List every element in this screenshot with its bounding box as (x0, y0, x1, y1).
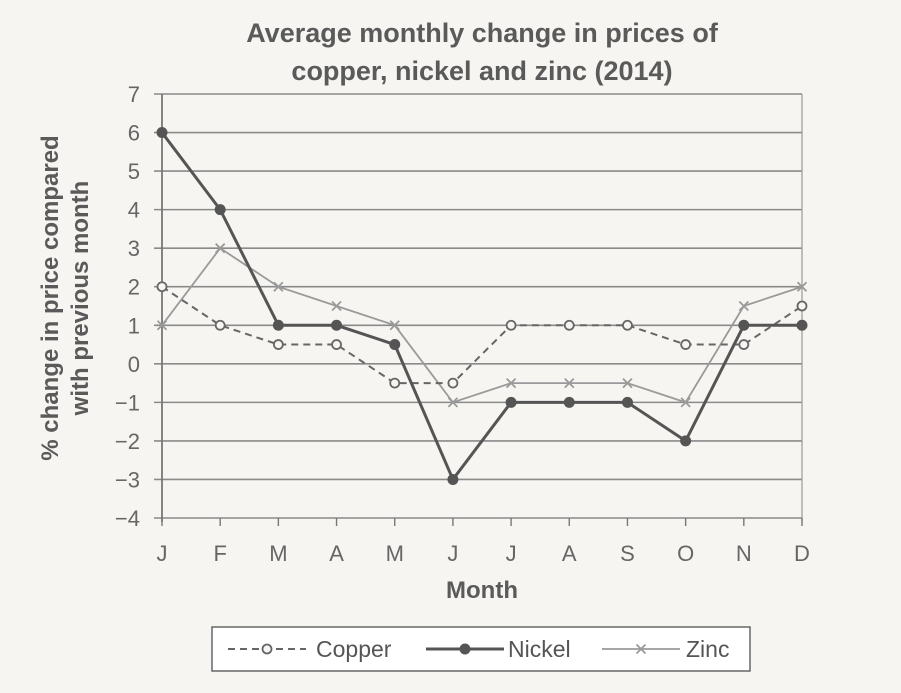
copper-point (738, 339, 750, 350)
nickel-point (796, 319, 808, 331)
y-tick-label: 0 (128, 352, 140, 377)
gridlines (154, 93, 802, 519)
series-nickel (156, 127, 808, 485)
y-tick-label: 4 (128, 198, 140, 223)
copper-point (156, 281, 168, 293)
y-axis-label-line-2: with previous month (67, 181, 94, 417)
copper-point (272, 339, 284, 350)
zinc-point (622, 377, 633, 389)
legend-nickel-marker (459, 643, 471, 655)
y-tick-label: 7 (128, 82, 140, 107)
zinc-point (796, 281, 808, 292)
copper-point (389, 377, 401, 389)
chart-title-line-2: copper, nickel and zinc (2014) (291, 56, 672, 86)
nickel-point (505, 396, 517, 408)
x-tick-label: A (329, 541, 344, 566)
legend: Copper Nickel Zinc (211, 626, 751, 672)
x-axis-label: Month (446, 577, 518, 604)
x-tick-label: A (562, 541, 577, 566)
y-tick-label: −3 (115, 467, 140, 492)
legend-nickel-label: Nickel (508, 636, 571, 662)
x-tick-label: N (736, 541, 752, 566)
zinc-point (331, 300, 342, 312)
zinc-point (156, 320, 168, 331)
legend-zinc-label: Zinc (686, 636, 729, 662)
legend-copper-marker (261, 643, 273, 655)
x-tick-label: M (386, 541, 404, 566)
copper-point (796, 300, 808, 312)
zinc-point (447, 397, 459, 408)
x-tick-label: J (506, 541, 517, 566)
series-lines (156, 127, 808, 485)
zinc-point (273, 281, 284, 292)
nickel-point (272, 319, 284, 331)
x-tick-label: J (447, 541, 458, 566)
zinc-point (564, 377, 575, 389)
copper-point (214, 319, 226, 331)
zinc-point (389, 320, 400, 331)
y-tick-label: −1 (115, 390, 140, 415)
y-axis-label-line-1: % change in price compared (37, 135, 64, 460)
copper-point (447, 377, 459, 389)
copper-point (680, 339, 692, 350)
copper-point (563, 319, 575, 331)
nickel-point (156, 127, 168, 139)
y-tick-label: 6 (128, 121, 140, 146)
copper-point (505, 319, 517, 331)
copper-line (161, 285, 803, 385)
y-tick-label: 2 (128, 275, 140, 300)
zinc-line (161, 246, 803, 404)
legend-zinc-marker (635, 643, 647, 655)
y-tick-label: −2 (115, 429, 140, 454)
series-zinc (156, 243, 808, 408)
nickel-line (160, 131, 802, 483)
nickel-point (680, 435, 692, 447)
y-tick-label: −4 (115, 506, 140, 531)
y-tick-labels: 7 6 5 4 3 2 1 0 −1 −2 −3 −4 (115, 82, 140, 531)
series-copper (156, 281, 808, 389)
zinc-point (215, 243, 226, 254)
zinc-point (738, 300, 749, 312)
nickel-point (214, 204, 226, 216)
y-tick-label: 1 (128, 313, 140, 338)
chart-title-line-1: Average monthly change in prices of (246, 18, 719, 48)
nickel-point (389, 339, 401, 351)
nickel-point (447, 473, 459, 485)
zinc-point (680, 397, 691, 408)
y-tick-label: 3 (128, 236, 140, 261)
nickel-point (621, 396, 633, 408)
copper-point (331, 339, 342, 350)
y-axis-label: % change in price compared with previous… (37, 135, 94, 460)
legend-copper-label: Copper (316, 636, 392, 662)
x-tick-label: S (620, 541, 635, 566)
nickel-point (563, 396, 575, 408)
axes (161, 94, 803, 522)
x-tick-label: F (213, 541, 226, 566)
nickel-point (738, 319, 750, 331)
x-tick-label: J (157, 541, 168, 566)
x-tick-label: M (269, 541, 287, 566)
x-tick-label: D (794, 541, 810, 566)
copper-point (622, 319, 633, 331)
nickel-point (331, 319, 343, 331)
y-tick-label: 5 (128, 159, 140, 184)
zinc-point (505, 377, 517, 389)
x-tick-label: O (677, 541, 694, 566)
